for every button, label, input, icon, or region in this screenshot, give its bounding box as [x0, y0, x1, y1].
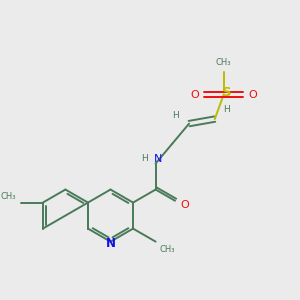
- Text: O: O: [180, 200, 189, 210]
- Text: CH₃: CH₃: [160, 245, 175, 254]
- Text: N: N: [106, 237, 116, 250]
- Text: S: S: [222, 86, 231, 99]
- Text: O: O: [248, 90, 257, 100]
- Text: O: O: [190, 90, 199, 100]
- Text: H: H: [223, 105, 230, 114]
- Text: N: N: [154, 154, 163, 164]
- Text: CH₃: CH₃: [0, 192, 16, 201]
- Text: H: H: [141, 154, 147, 163]
- Text: CH₃: CH₃: [216, 58, 231, 67]
- Text: H: H: [172, 111, 179, 120]
